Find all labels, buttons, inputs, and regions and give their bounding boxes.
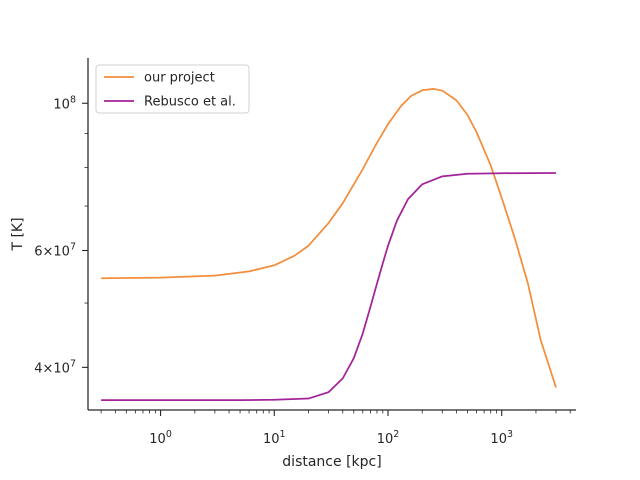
legend-frame (95, 64, 250, 114)
y-tick-label: 6×107 (34, 241, 76, 259)
series-line-2 (101, 172, 556, 402)
y-tick-label: 108 (53, 94, 76, 112)
series-line-1 (101, 88, 557, 388)
x-axis-label: distance [kpc] (282, 454, 381, 470)
plot-lines (101, 88, 557, 402)
x-tick-label: 100 (149, 429, 172, 447)
axes (87, 58, 576, 411)
y-tick-label: 4×107 (34, 358, 76, 376)
legend-label-1: our project (144, 71, 215, 86)
x-ticks: 100 101 102 103 (100, 410, 571, 447)
legend: our project Rebusco et al. (95, 64, 250, 114)
x-tick-label: 102 (377, 429, 400, 447)
x-tick-label: 103 (490, 429, 513, 447)
y-ticks: 4×107 6×107 108 (34, 94, 88, 376)
legend-label-2: Rebusco et al. (144, 95, 236, 110)
x-tick-label: 101 (263, 429, 286, 447)
y-axis-label: T [K] (10, 217, 26, 251)
